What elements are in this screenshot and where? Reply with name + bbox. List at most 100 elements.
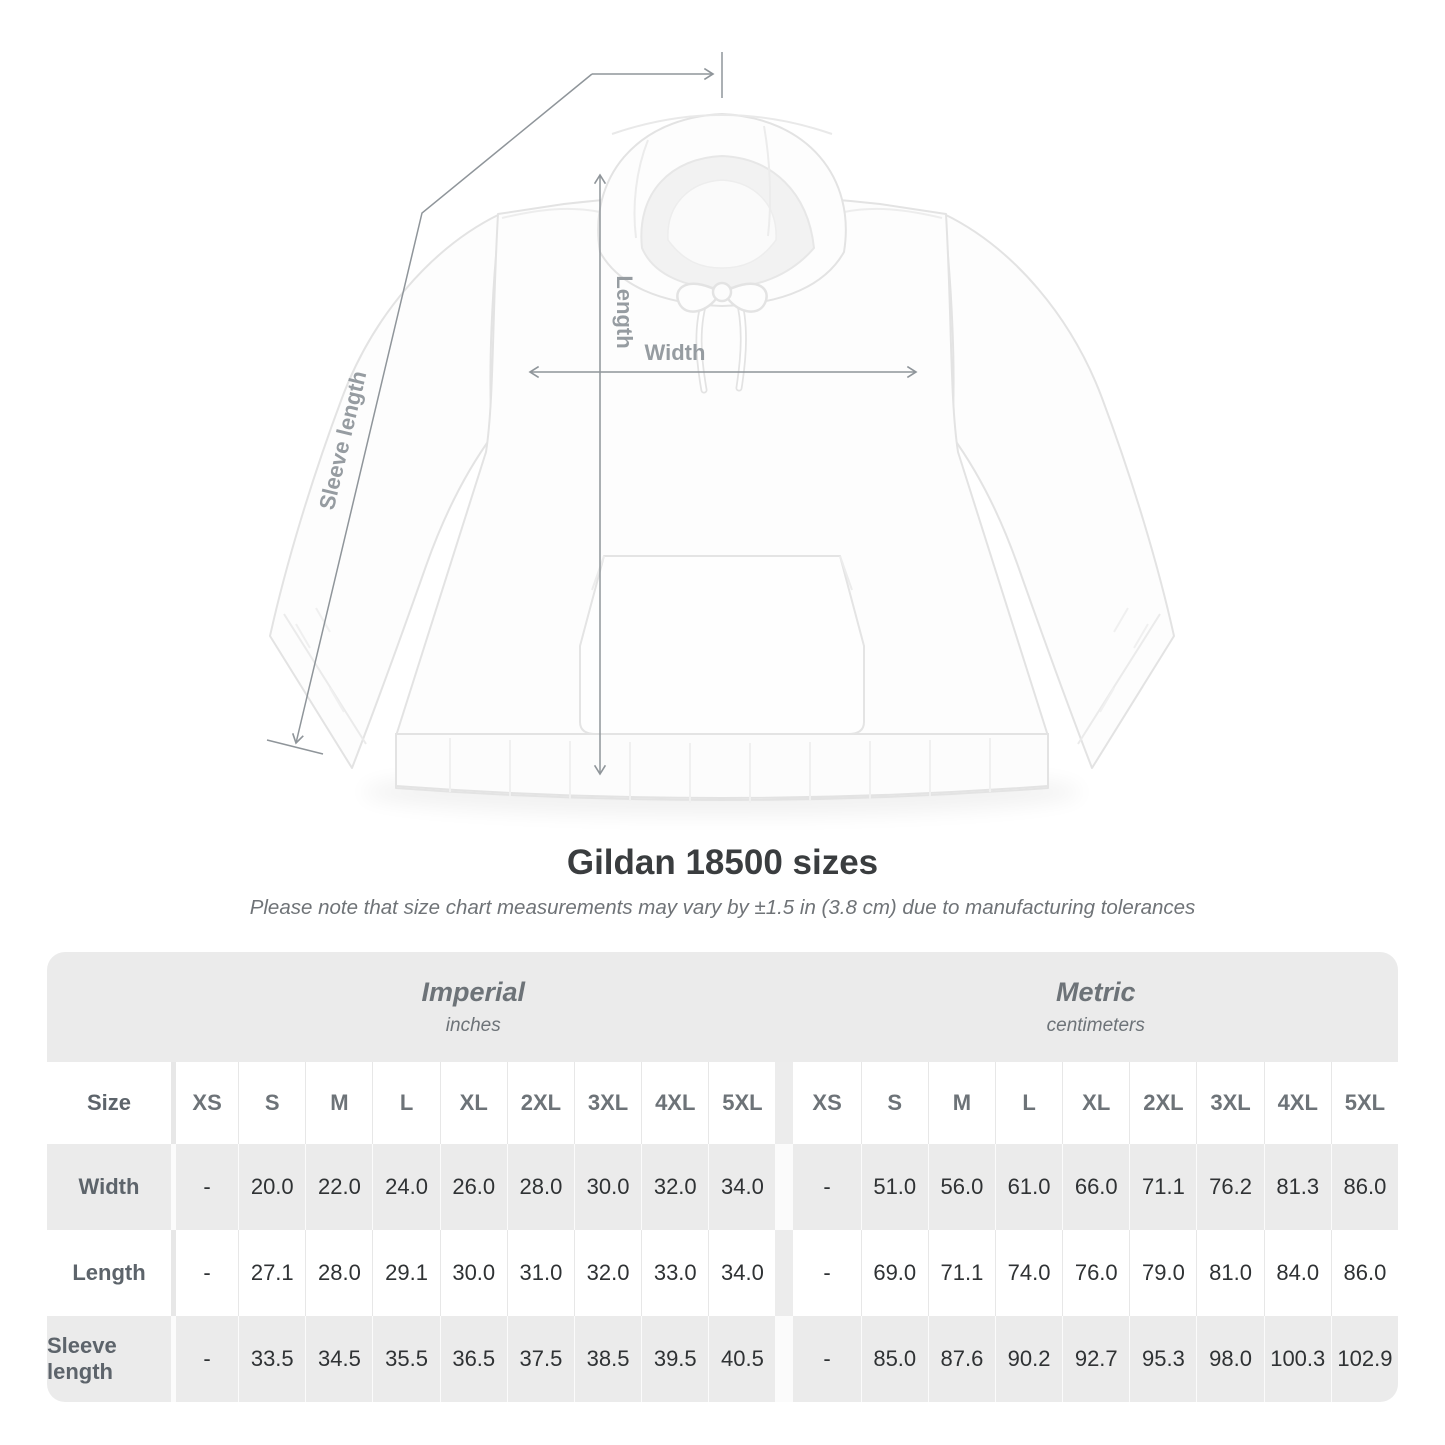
page-title: Gildan 18500 sizes: [566, 843, 879, 882]
size-header-cell: XL: [1062, 1062, 1129, 1144]
value-cell: -: [823, 1174, 831, 1199]
value-cell: 33.0: [641, 1230, 708, 1316]
row-label: Width: [78, 1174, 140, 1199]
size-header-cell: S: [860, 1062, 928, 1144]
metric-section-header: Metric centimeters: [794, 952, 1399, 1062]
section-divider: [775, 1144, 794, 1230]
row-label: Sleeve length: [47, 1333, 117, 1384]
size-header-cell: XL: [439, 1062, 507, 1144]
value-cell: 22.0: [305, 1144, 372, 1230]
section-divider: [775, 1062, 794, 1144]
value-cell: 71.1: [927, 1230, 995, 1316]
value-cell: 56.0: [927, 1144, 995, 1230]
value-cell: 34.0: [708, 1144, 775, 1230]
size-header-cell: 2XL: [1129, 1062, 1196, 1144]
value-cell: 39.5: [641, 1316, 708, 1402]
value-cell: 34.5: [305, 1316, 372, 1402]
size-header-cell: M: [927, 1062, 995, 1144]
value-cell: 32.0: [573, 1230, 641, 1316]
value-cell: -: [823, 1346, 831, 1371]
imperial-unit: inches: [445, 1015, 501, 1036]
section-divider: [775, 1230, 794, 1316]
value-cell: 85.0: [860, 1316, 928, 1402]
size-header-cell: L: [994, 1062, 1062, 1144]
metric-unit: centimeters: [1046, 1015, 1145, 1036]
size-header-cell: 4XL: [641, 1062, 708, 1144]
section-divider: [775, 1316, 794, 1402]
table-header-row: Size XS S M L XL 2XL 3XL 4XL 5XL XS S M …: [47, 1062, 1398, 1144]
value-cell: 27.1: [238, 1230, 305, 1316]
imperial-label: Imperial: [421, 977, 526, 1007]
hoodie-hood: [597, 112, 847, 308]
value-cell: 95.3: [1129, 1316, 1196, 1402]
value-cell: 69.0: [860, 1230, 928, 1316]
value-cell: 37.5: [506, 1316, 574, 1402]
length-label: Length: [612, 275, 637, 348]
value-cell: 38.5: [573, 1316, 641, 1402]
value-cell: 61.0: [994, 1144, 1062, 1230]
value-cell: 40.5: [708, 1316, 775, 1402]
value-cell: 33.5: [238, 1316, 305, 1402]
table-row-length: Length - 27.1 28.0 29.1 30.0 31.0 32.0 3…: [47, 1230, 1398, 1316]
value-cell: -: [823, 1260, 831, 1285]
width-label: Width: [645, 340, 706, 365]
value-cell: 90.2: [994, 1316, 1062, 1402]
imperial-section-header: Imperial inches: [171, 952, 776, 1062]
units-band-row: Imperial inches Metric centimeters: [47, 952, 1398, 1062]
value-cell: 76.0: [1062, 1230, 1129, 1316]
value-cell: 36.5: [439, 1316, 507, 1402]
size-header-cell: S: [238, 1062, 305, 1144]
size-header-cell: 5XL: [708, 1062, 775, 1144]
value-cell: 79.0: [1129, 1230, 1196, 1316]
value-cell: 28.0: [506, 1144, 574, 1230]
value-cell: 26.0: [439, 1144, 507, 1230]
hoodie-illustration: [269, 112, 1175, 816]
value-cell: 31.0: [506, 1230, 574, 1316]
value-cell: 92.7: [1062, 1316, 1129, 1402]
value-cell: 35.5: [372, 1316, 439, 1402]
value-cell: 76.2: [1196, 1144, 1263, 1230]
value-cell: 30.0: [439, 1230, 507, 1316]
value-cell: 29.1: [372, 1230, 439, 1316]
value-cell: 34.0: [708, 1230, 775, 1316]
value-cell: 84.0: [1263, 1230, 1331, 1316]
value-cell: 30.0: [573, 1144, 641, 1230]
size-header-cell: 4XL: [1263, 1062, 1331, 1144]
value-cell: -: [171, 1144, 238, 1230]
value-cell: 100.3: [1263, 1316, 1331, 1402]
value-cell: 74.0: [994, 1230, 1062, 1316]
value-cell: -: [171, 1230, 238, 1316]
value-cell: 98.0: [1196, 1316, 1263, 1402]
value-cell: 81.3: [1263, 1144, 1331, 1230]
hoodie-hem: [395, 733, 1049, 803]
value-cell: 102.9: [1330, 1316, 1398, 1402]
size-header-cell: L: [372, 1062, 439, 1144]
value-cell: 87.6: [927, 1316, 995, 1402]
measurement-overlay: [266, 52, 918, 776]
size-header-cell: 3XL: [1196, 1062, 1263, 1144]
size-column-header: Size: [86, 1090, 132, 1115]
hoodie-measurement-diagram: Width Length Sleeve length: [266, 52, 1175, 816]
value-cell: 32.0: [641, 1144, 708, 1230]
size-header-cell: 5XL: [1330, 1062, 1398, 1144]
size-header-cell: XS: [812, 1090, 842, 1115]
size-chart-table: Imperial inches Metric centimeters Size …: [47, 952, 1398, 1402]
value-cell: 24.0: [372, 1144, 439, 1230]
value-cell: -: [171, 1316, 238, 1402]
table-row-sleeve-length: Sleeve length - 33.5 34.5 35.5 36.5 37.5…: [47, 1316, 1398, 1402]
value-cell: 66.0: [1062, 1144, 1129, 1230]
value-cell: 71.1: [1129, 1144, 1196, 1230]
size-header-cell: M: [305, 1062, 372, 1144]
hoodie-drawstrings: [676, 281, 768, 394]
value-cell: 51.0: [860, 1144, 928, 1230]
row-label: Length: [72, 1260, 146, 1285]
size-header-cell: 2XL: [506, 1062, 574, 1144]
value-cell: 86.0: [1330, 1144, 1398, 1230]
value-cell: 20.0: [238, 1144, 305, 1230]
shoulder-seams: [501, 207, 943, 219]
value-cell: 28.0: [305, 1230, 372, 1316]
hoodie-pocket: [579, 555, 865, 735]
size-header-cell: XS: [171, 1062, 238, 1144]
size-header-cell: 3XL: [573, 1062, 641, 1144]
tolerance-note: Please note that size chart measurements…: [249, 896, 1196, 919]
